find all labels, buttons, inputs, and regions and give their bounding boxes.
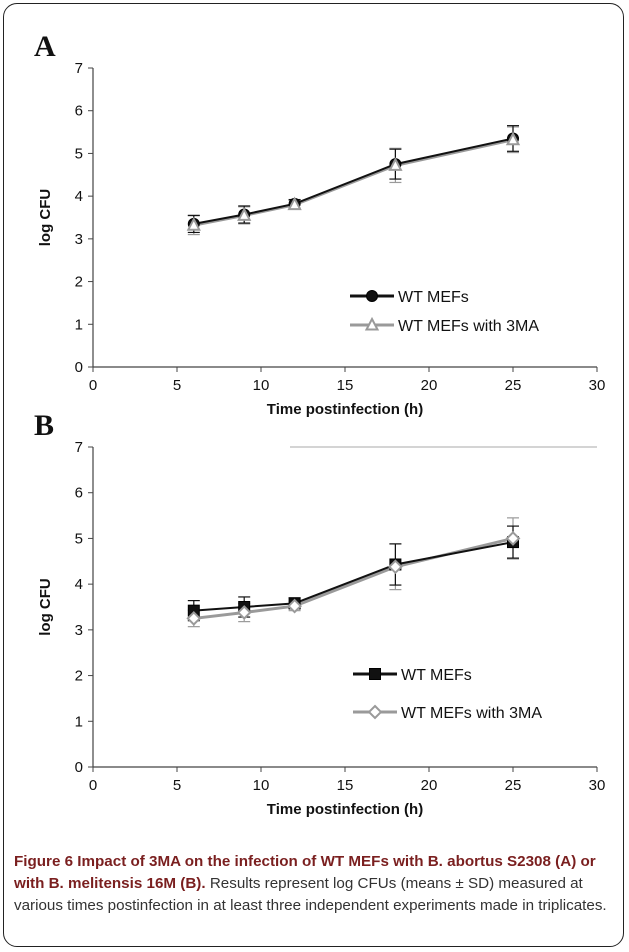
x-tick-label: 10 bbox=[253, 377, 270, 394]
x-tick-label: 0 bbox=[89, 377, 97, 394]
x-tick-label: 25 bbox=[505, 377, 522, 394]
data-point bbox=[186, 611, 202, 626]
data-point bbox=[236, 605, 252, 620]
x-axis-title: Time postinfection (h) bbox=[267, 401, 423, 418]
legend-label: WT MEFs with 3MA bbox=[401, 705, 542, 722]
figure-caption: Figure 6 Impact of 3MA on the infection … bbox=[14, 851, 614, 917]
series-line bbox=[193, 541, 514, 612]
data-point bbox=[387, 559, 403, 575]
legend-label: WT MEFs with 3MA bbox=[398, 318, 539, 335]
x-tick-label: 20 bbox=[421, 777, 438, 794]
data-point bbox=[388, 157, 403, 171]
x-tick-label: 15 bbox=[337, 777, 354, 794]
legend-label: WT MEFs bbox=[401, 667, 472, 684]
caption-body: Results represent log CFUs (means ± SD) … bbox=[14, 875, 607, 914]
y-tick-label: 1 bbox=[75, 316, 83, 333]
legend-marker bbox=[369, 668, 381, 680]
figure-frame bbox=[3, 3, 624, 947]
panel-label-a: A bbox=[34, 30, 56, 63]
y-tick-label: 4 bbox=[75, 188, 83, 205]
data-point bbox=[186, 217, 201, 231]
y-tick-label: 2 bbox=[75, 274, 83, 291]
chart-a: 0 1 2 3 4 5 6 7 0 5 10 15 20 25 30 Time postinfection (… bbox=[37, 60, 606, 418]
data-point bbox=[505, 531, 521, 546]
x-tick-label: 30 bbox=[589, 777, 606, 794]
x-tick-label: 5 bbox=[173, 377, 181, 394]
legend-marker bbox=[366, 290, 378, 302]
x-axis-title: Time postinfection (h) bbox=[267, 801, 423, 818]
y-tick-label: 5 bbox=[75, 145, 83, 162]
y-tick-label: 0 bbox=[75, 359, 83, 376]
y-tick-label: 2 bbox=[75, 668, 83, 685]
y-tick-label: 1 bbox=[75, 713, 83, 730]
legend-marker bbox=[364, 316, 380, 331]
legend-label: WT MEFs bbox=[398, 289, 469, 306]
x-tick-label: 25 bbox=[505, 777, 522, 794]
chart-b: 0 1 2 3 4 5 6 7 0 5 10 15 20 25 30 Time postinfection (… bbox=[37, 439, 606, 818]
data-point bbox=[287, 598, 303, 614]
y-tick-label: 0 bbox=[75, 759, 83, 776]
series-wt-mefs bbox=[187, 525, 519, 622]
caption-title: Figure 6 Impact of 3MA on the infection … bbox=[14, 853, 596, 892]
x-tick-label: 20 bbox=[421, 377, 438, 394]
y-axis-title: log CFU bbox=[37, 578, 54, 636]
x-tick-label: 15 bbox=[337, 377, 354, 394]
panel-label-b: B bbox=[34, 409, 55, 442]
y-axis-title: log CFU bbox=[37, 189, 54, 247]
data-point bbox=[237, 207, 252, 221]
y-tick-label: 3 bbox=[75, 231, 83, 248]
data-point bbox=[287, 196, 302, 211]
series-wt-mefs-3ma bbox=[187, 517, 519, 628]
y-tick-label: 3 bbox=[75, 622, 83, 639]
y-tick-label: 5 bbox=[75, 530, 83, 547]
y-tick-label: 7 bbox=[75, 439, 83, 456]
y-tick-label: 6 bbox=[75, 485, 83, 502]
x-tick-label: 30 bbox=[589, 377, 606, 394]
series-wt-mefs bbox=[187, 125, 519, 234]
y-tick-label: 7 bbox=[75, 60, 83, 77]
data-point bbox=[505, 131, 521, 146]
x-tick-label: 10 bbox=[253, 777, 270, 794]
x-tick-label: 0 bbox=[89, 777, 97, 794]
x-tick-label: 5 bbox=[173, 777, 181, 794]
y-tick-label: 6 bbox=[75, 103, 83, 120]
legend-marker bbox=[367, 704, 383, 720]
y-tick-label: 4 bbox=[75, 576, 83, 593]
